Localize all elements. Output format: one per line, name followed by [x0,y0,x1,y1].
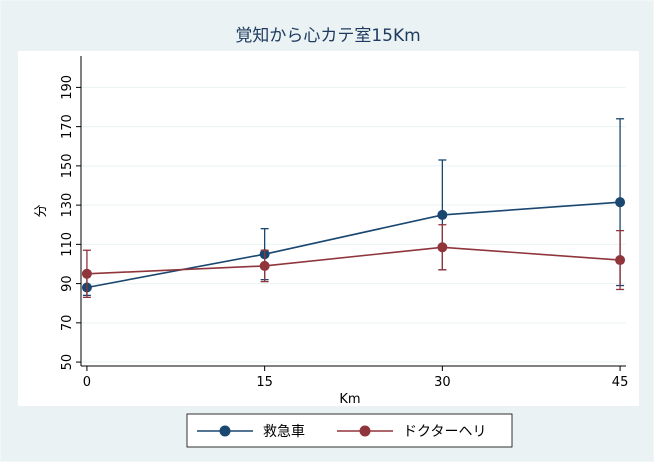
y-tick-label: 50 [60,354,75,371]
x-tick-label: 15 [256,375,273,390]
data-point [615,255,626,266]
data-point [259,260,270,271]
data-point [437,209,448,220]
legend-label-series-1: 救急車 [263,423,305,440]
y-tick-label: 70 [60,315,75,332]
y-tick-label: 190 [60,75,75,100]
series-2 [81,224,626,298]
chart-title: 覚知から心カテ室15Km [235,26,420,46]
data-point [81,268,92,279]
ticks: 50 70 90 110 130 150 170 190 0 15 30 45 [60,75,628,390]
gridlines [81,86,626,363]
legend-label-series-2: ドクターヘリ [403,424,486,440]
y-tick-label: 90 [60,275,75,292]
data-point [437,242,448,253]
y-tick-label: 150 [60,153,75,178]
series-line [86,246,621,275]
outer-plot-region [18,51,639,406]
y-tick-label: 170 [60,114,75,139]
data-point [615,197,626,208]
series-line [86,201,621,289]
series [81,118,626,298]
legend: 救急車 ドクターヘリ [186,413,513,448]
x-tick-label: 0 [83,375,91,390]
x-axis-label: Km [339,392,360,407]
y-tick-label: 110 [60,232,75,257]
legend-marker-series-1 [219,425,231,437]
y-axis-label: 分 [34,204,49,217]
x-tick-label: 45 [612,375,629,390]
x-tick-label: 30 [434,375,451,390]
legend-marker-series-2 [359,425,371,437]
y-tick-label: 130 [60,193,75,218]
axes [80,56,626,367]
